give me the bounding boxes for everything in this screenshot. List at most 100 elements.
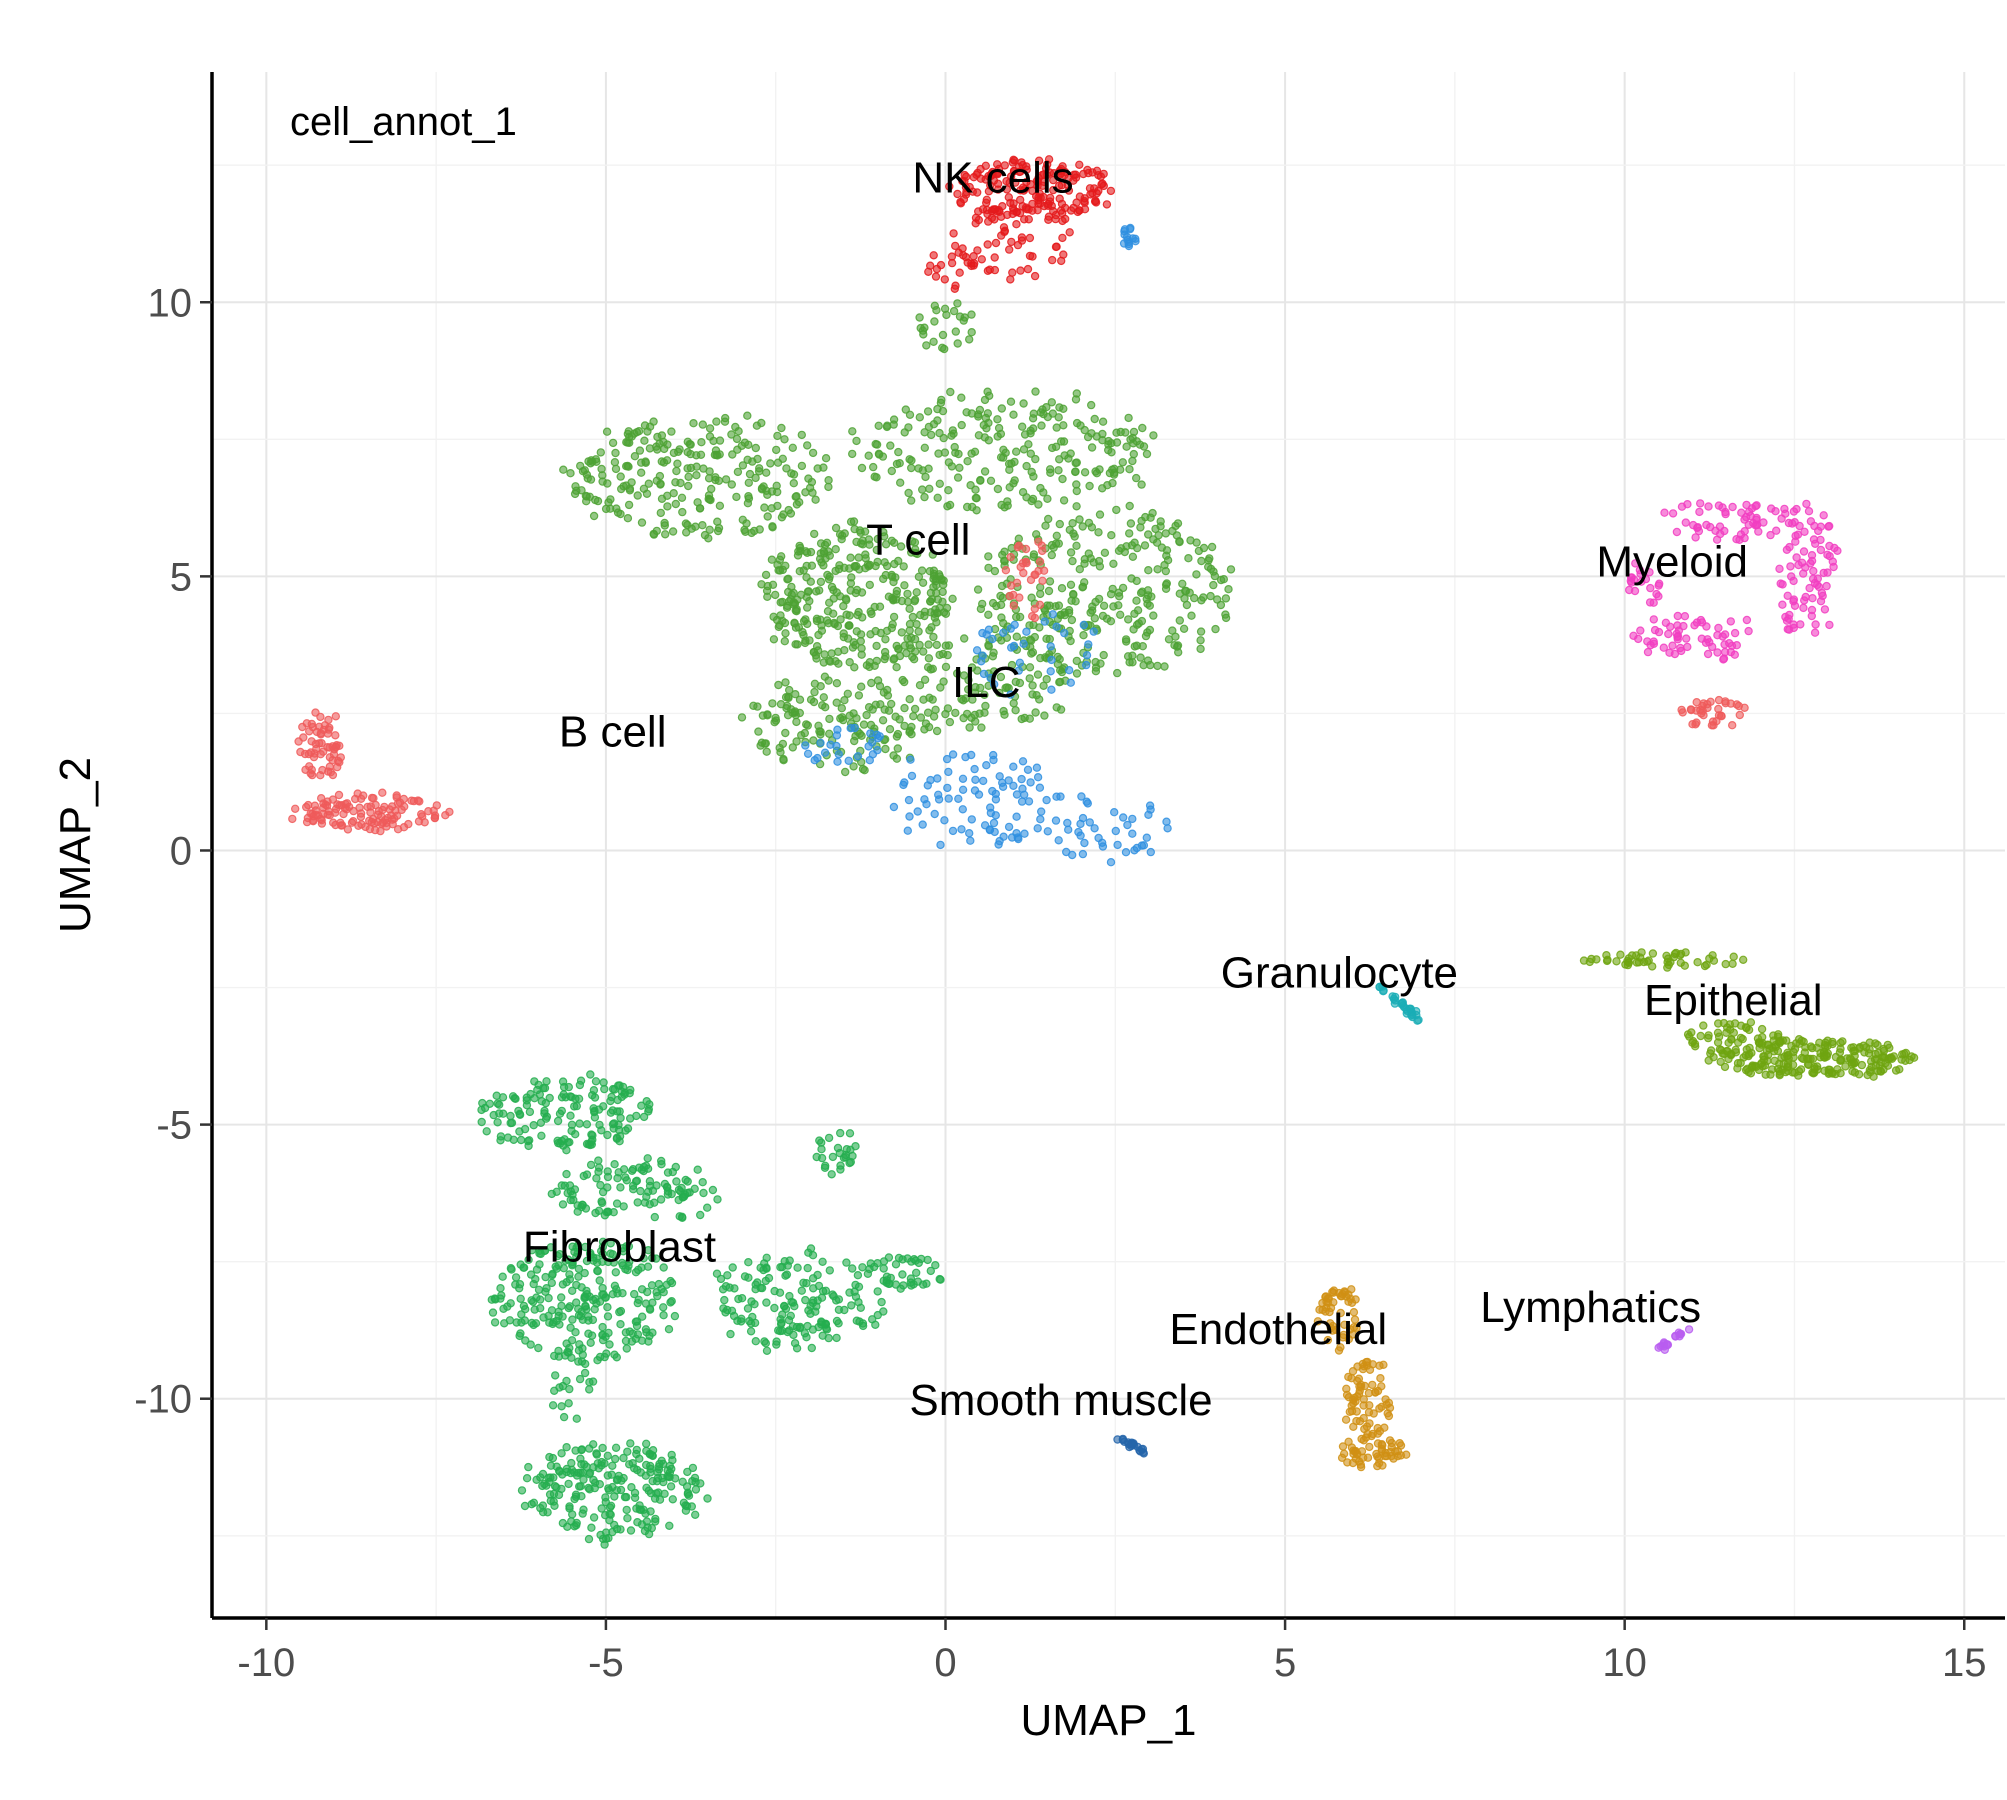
data-point	[1673, 611, 1683, 621]
data-point	[1825, 620, 1834, 630]
data-point	[908, 537, 917, 546]
data-point	[1783, 591, 1792, 601]
data-point	[986, 803, 995, 812]
data-point	[1114, 592, 1124, 601]
data-point	[636, 1505, 646, 1515]
data-point	[1697, 634, 1707, 643]
cluster-label-t-cell: T cell	[866, 515, 970, 564]
data-point	[944, 794, 953, 803]
data-point	[589, 1253, 598, 1262]
data-point	[1738, 955, 1748, 965]
data-point	[878, 716, 888, 725]
data-point	[1083, 432, 1093, 442]
data-point	[902, 649, 911, 658]
data-point	[796, 543, 805, 553]
data-point	[811, 495, 820, 504]
data-point	[1012, 447, 1021, 456]
data-point	[951, 327, 961, 336]
data-point	[1070, 532, 1079, 541]
data-point	[616, 1319, 625, 1329]
data-point	[1776, 579, 1785, 588]
data-point	[786, 705, 796, 714]
cluster-label-smooth-muscle: Smooth muscle	[909, 1376, 1212, 1425]
data-point	[522, 1093, 532, 1102]
data-point	[1737, 508, 1746, 517]
data-point	[1636, 569, 1645, 579]
data-point	[588, 1090, 597, 1100]
data-point	[645, 1305, 655, 1314]
data-point	[850, 663, 859, 672]
data-point	[1376, 1373, 1385, 1383]
data-point	[993, 415, 1002, 424]
data-point	[719, 1304, 728, 1313]
data-point	[572, 1298, 581, 1307]
data-point	[818, 1286, 828, 1296]
data-point	[864, 742, 873, 751]
data-point	[633, 1198, 642, 1207]
data-point	[1680, 612, 1690, 621]
data-point	[877, 1297, 886, 1307]
data-point	[733, 467, 743, 477]
data-point	[622, 1505, 631, 1515]
data-point	[754, 467, 764, 476]
data-point	[331, 731, 340, 740]
data-point	[1097, 484, 1107, 493]
data-point	[1102, 614, 1112, 623]
data-point	[1075, 565, 1085, 574]
data-point	[1728, 502, 1737, 512]
data-point	[1777, 514, 1786, 523]
data-point	[986, 673, 995, 683]
data-point	[1118, 458, 1128, 467]
data-point	[1851, 1058, 1860, 1067]
data-point	[311, 739, 321, 749]
data-point	[728, 1263, 737, 1272]
data-point	[1771, 507, 1780, 516]
data-point	[824, 547, 833, 556]
data-point	[1173, 648, 1183, 657]
data-point	[861, 550, 870, 559]
data-point	[1143, 530, 1153, 539]
data-point	[892, 732, 902, 741]
data-point	[957, 694, 966, 704]
data-point	[984, 563, 993, 573]
data-point	[762, 486, 771, 495]
data-point	[820, 650, 829, 659]
data-point	[1209, 580, 1218, 590]
data-point	[941, 662, 951, 672]
data-point	[915, 313, 924, 322]
data-point	[608, 1289, 618, 1299]
data-point	[555, 1320, 564, 1329]
data-point	[1080, 555, 1090, 564]
data-point	[974, 215, 984, 225]
data-point	[611, 1454, 620, 1464]
data-point	[1681, 518, 1691, 527]
data-point	[896, 478, 905, 487]
data-point	[752, 421, 762, 430]
data-point	[667, 1450, 676, 1460]
data-point	[953, 339, 962, 348]
data-point	[1338, 1289, 1347, 1299]
data-point	[511, 1273, 521, 1282]
data-point	[547, 1189, 557, 1199]
data-point	[623, 514, 633, 523]
data-point	[967, 663, 977, 672]
data-point	[979, 776, 988, 786]
data-point	[643, 1262, 653, 1271]
data-point	[769, 635, 779, 644]
data-point	[1058, 474, 1067, 484]
data-point	[1396, 1451, 1406, 1460]
data-point	[623, 1265, 632, 1275]
data-point	[824, 1333, 833, 1343]
data-point	[288, 814, 297, 824]
series-b-cell	[288, 537, 1749, 836]
data-point	[1810, 1064, 1819, 1074]
data-point	[787, 469, 796, 478]
data-point	[909, 655, 919, 664]
data-point	[510, 1093, 519, 1103]
data-point	[568, 1242, 577, 1251]
data-point	[924, 422, 934, 432]
data-point	[529, 1120, 538, 1130]
data-point	[1028, 690, 1037, 699]
data-point	[1012, 632, 1022, 641]
data-point	[721, 1281, 731, 1291]
